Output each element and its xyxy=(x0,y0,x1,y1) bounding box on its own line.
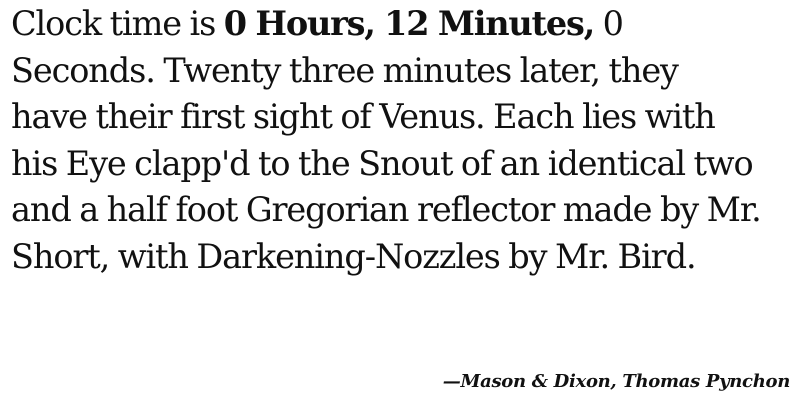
quote-line-6: Short, with Darkening-Nozzles by Mr. Bir… xyxy=(11,236,697,276)
quote-line-1-suffix: 0 xyxy=(594,4,624,43)
quote-line-3: have their first sight of Venus. Each li… xyxy=(11,97,716,136)
quote-line-1-prefix: Clock time is xyxy=(11,4,224,43)
quote-line-2: Seconds. Twenty three minutes later, the… xyxy=(11,50,679,90)
quote-line-1: Clock time is 0 Hours, 12 Minutes, 0 xyxy=(11,1,796,48)
quote-passage: Clock time is 0 Hours, 12 Minutes, 0 Sec… xyxy=(11,1,796,280)
quote-line-5: and a half foot Gregorian reflector made… xyxy=(11,190,762,229)
quote-attribution: —Mason & Dixon, Thomas Pynchon xyxy=(442,371,791,392)
quote-line-4: his Eye clapp'd to the Snout of an ident… xyxy=(11,143,754,183)
clock-time-bold: 0 Hours, 12 Minutes, xyxy=(223,4,595,43)
